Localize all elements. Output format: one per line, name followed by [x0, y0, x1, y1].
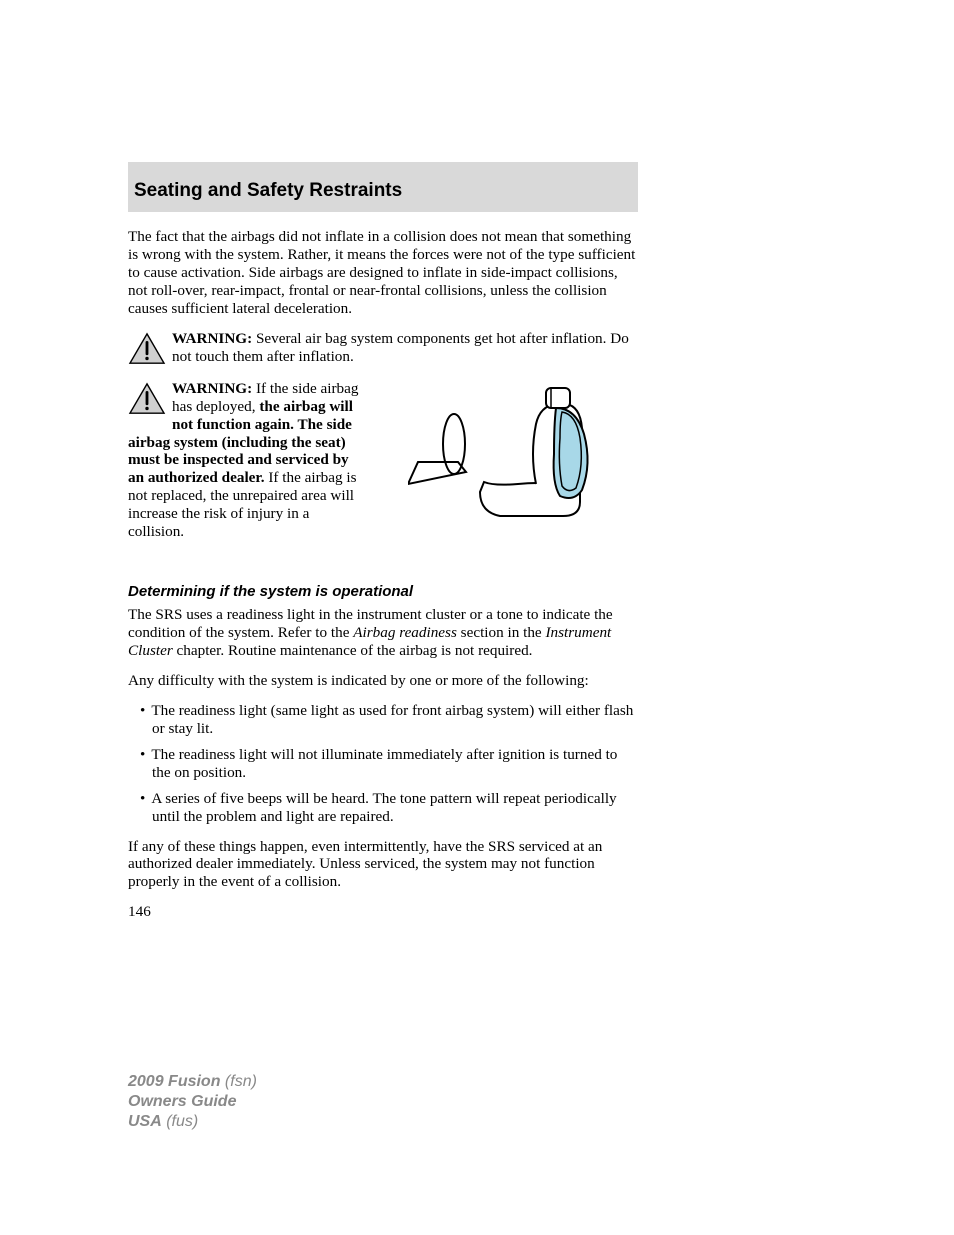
difficulty-bullets: The readiness light (same light as used … — [128, 702, 638, 826]
list-item: A series of five beeps will be heard. Th… — [128, 790, 638, 826]
srs-post: chapter. Routine maintenance of the airb… — [173, 642, 533, 659]
subheading-operational: Determining if the system is operational — [128, 583, 638, 600]
warning-1-label: WARNING: — [172, 330, 252, 347]
warning-1-text: WARNING: Several air bag system componen… — [128, 330, 638, 366]
footer-model: 2009 Fusion — [128, 1073, 220, 1090]
srs-ref1: Airbag readiness — [353, 624, 457, 641]
footer-block: 2009 Fusion (fsn) Owners Guide USA (fus) — [128, 1072, 257, 1132]
difficulty-paragraph: Any difficulty with the system is indica… — [128, 672, 638, 690]
warning-block-2: WARNING: If the side airbag has deployed… — [128, 380, 368, 541]
footer-region: USA — [128, 1113, 162, 1130]
section-title: Seating and Safety Restraints — [134, 180, 632, 202]
list-item: The readiness light (same light as used … — [128, 702, 638, 738]
list-item: The readiness light will not illuminate … — [128, 746, 638, 782]
intro-paragraph: The fact that the airbags did not inflat… — [128, 228, 638, 318]
srs-mid: section in the — [457, 624, 546, 641]
srs-paragraph: The SRS uses a readiness light in the in… — [128, 606, 638, 660]
warning-triangle-icon — [128, 332, 166, 366]
seat-airbag-illustration — [408, 384, 608, 534]
footer-line-1: 2009 Fusion (fsn) — [128, 1072, 257, 1092]
warning-2-label: WARNING: — [172, 380, 252, 397]
footer-region-code: (fus) — [162, 1113, 198, 1130]
section-header-bar: Seating and Safety Restraints — [128, 162, 638, 212]
closing-paragraph: If any of these things happen, even inte… — [128, 838, 638, 892]
footer-line-3: USA (fus) — [128, 1112, 257, 1132]
warning-triangle-icon — [128, 382, 166, 416]
warning-block-1: WARNING: Several air bag system componen… — [128, 330, 638, 366]
footer-line-2: Owners Guide — [128, 1092, 257, 1112]
footer-model-code: (fsn) — [220, 1073, 256, 1090]
page-number: 146 — [128, 903, 638, 921]
